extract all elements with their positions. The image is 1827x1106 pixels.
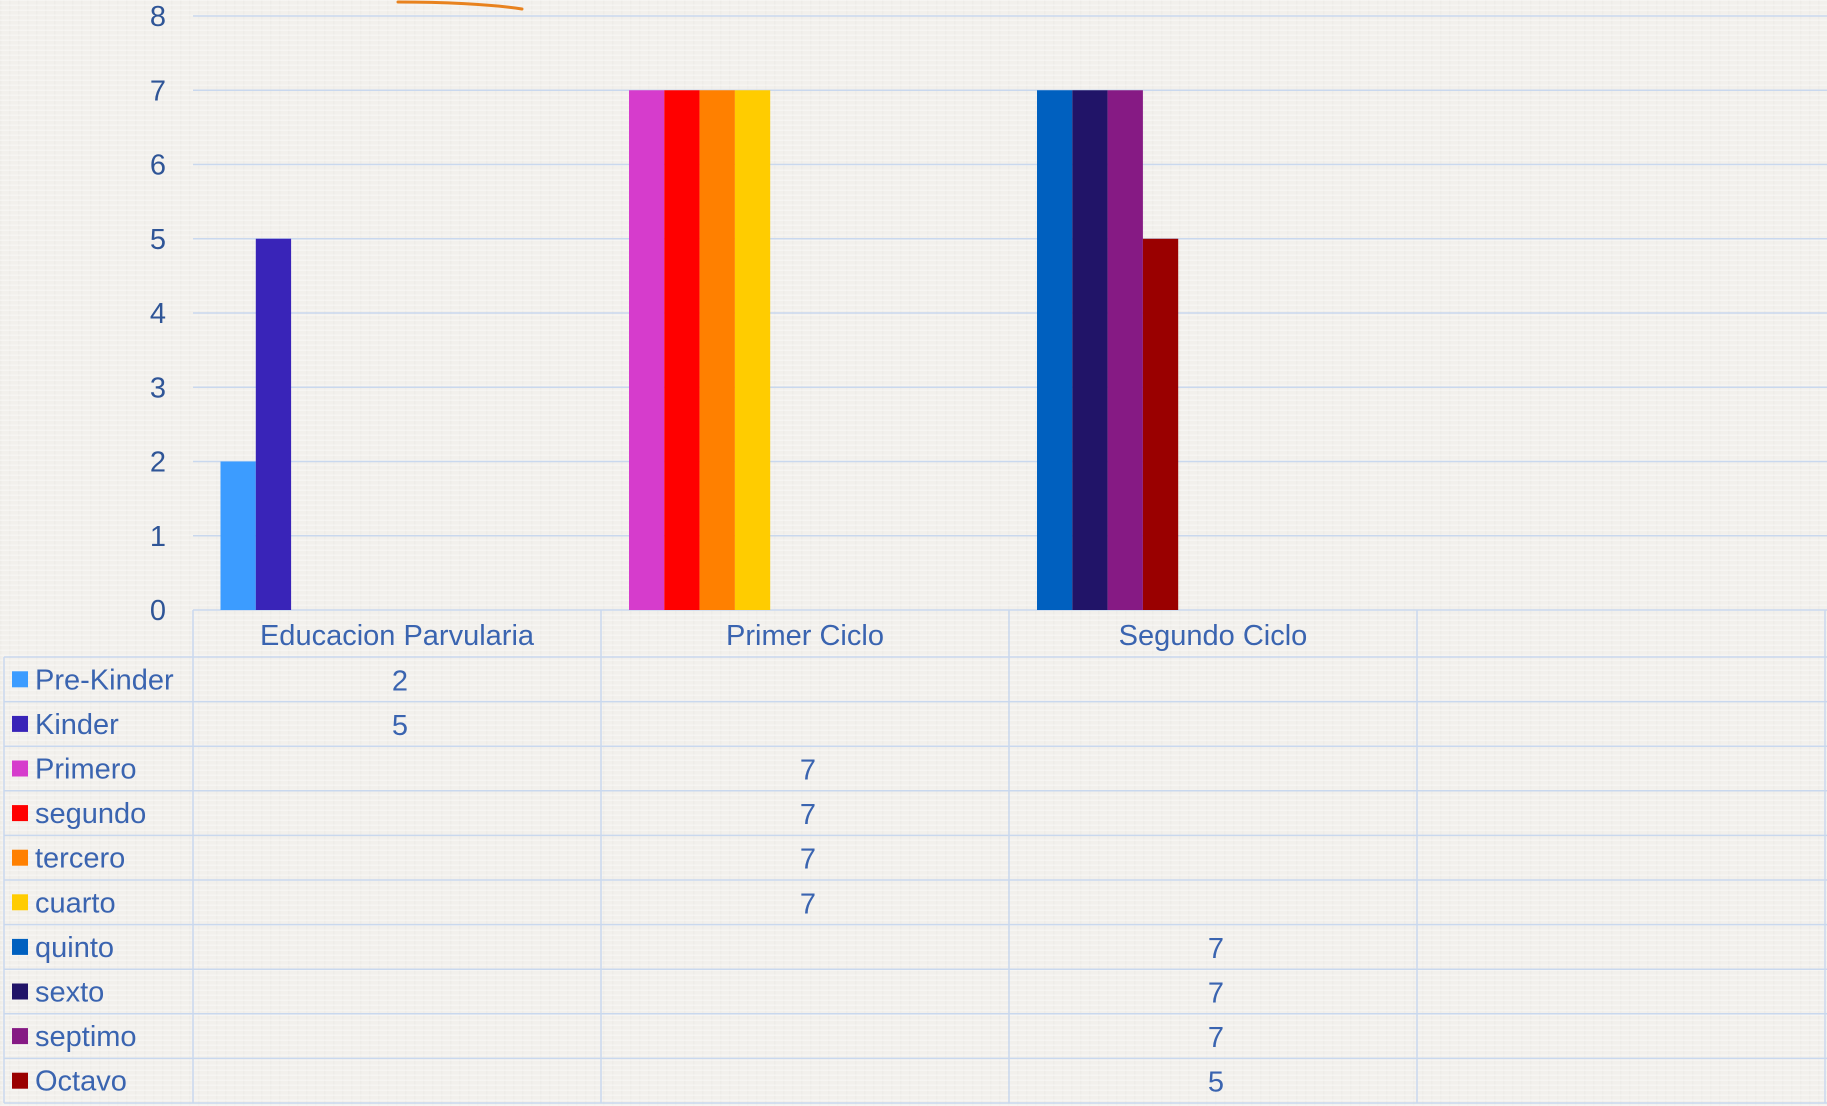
legend-label: Kinder	[35, 709, 119, 741]
category-label: Segundo Ciclo	[1119, 620, 1308, 652]
bar-primero	[629, 90, 665, 610]
y-tick-label: 4	[150, 298, 166, 330]
legend-key	[12, 715, 28, 732]
legend-label: tercero	[35, 843, 125, 875]
legend-label: septimo	[35, 1021, 137, 1053]
bar-segundo	[664, 90, 700, 610]
data-table: Educacion Parvularia Primer Ciclo Segundo …	[3, 610, 1827, 1104]
bar-cuarto	[734, 90, 771, 610]
y-tick-label: 0	[150, 595, 166, 627]
legend-key	[12, 983, 28, 1000]
decorative-orange-stroke	[396, 0, 524, 11]
data-value: 7	[800, 799, 816, 831]
legend-key	[12, 938, 28, 955]
legend-key	[12, 849, 28, 866]
data-value: 7	[800, 888, 816, 920]
data-value: 7	[800, 844, 816, 876]
bar-octavo	[1142, 238, 1179, 610]
legend-key	[12, 805, 28, 822]
y-tick-label: 6	[150, 150, 166, 182]
bar-tercero	[699, 90, 735, 610]
gridlines	[193, 15, 1827, 611]
legend-label: segundo	[35, 798, 146, 830]
legend-label: quinto	[35, 932, 114, 964]
data-value: 7	[1208, 933, 1224, 965]
bar-septimo	[1107, 90, 1143, 610]
data-value: 5	[1208, 1067, 1224, 1099]
y-axis-ticks: 0 1 2 3 4 5 6 7 8	[150, 1, 166, 627]
category-label: Educacion Parvularia	[260, 620, 535, 652]
data-value: 5	[392, 710, 408, 742]
legend-key	[12, 760, 28, 777]
legend-key	[12, 1072, 28, 1089]
legend-label: Octavo	[35, 1066, 127, 1098]
y-tick-label: 7	[150, 75, 166, 107]
legend-key	[12, 671, 28, 688]
bars	[220, 90, 1179, 610]
data-value: 7	[1208, 1022, 1224, 1054]
legend-label: Pre-Kinder	[35, 664, 174, 696]
y-tick-label: 2	[150, 447, 166, 479]
legend-label: Primero	[35, 754, 137, 786]
legend-key	[12, 1028, 28, 1045]
bar-pre-kinder	[220, 461, 256, 610]
bar-kinder	[255, 238, 292, 610]
category-label: Primer Ciclo	[726, 620, 884, 652]
y-tick-label: 1	[150, 521, 166, 553]
y-tick-label: 3	[150, 372, 166, 404]
data-value: 7	[800, 755, 816, 787]
legend-key	[12, 894, 28, 911]
bar-sexto	[1072, 90, 1108, 610]
y-tick-label: 5	[150, 224, 166, 256]
y-tick-label: 8	[150, 1, 166, 33]
data-value: 2	[392, 665, 408, 697]
legend-label: sexto	[35, 977, 104, 1009]
bar-quinto	[1037, 90, 1073, 610]
legend-label: cuarto	[35, 887, 116, 919]
data-value: 7	[1208, 978, 1224, 1010]
